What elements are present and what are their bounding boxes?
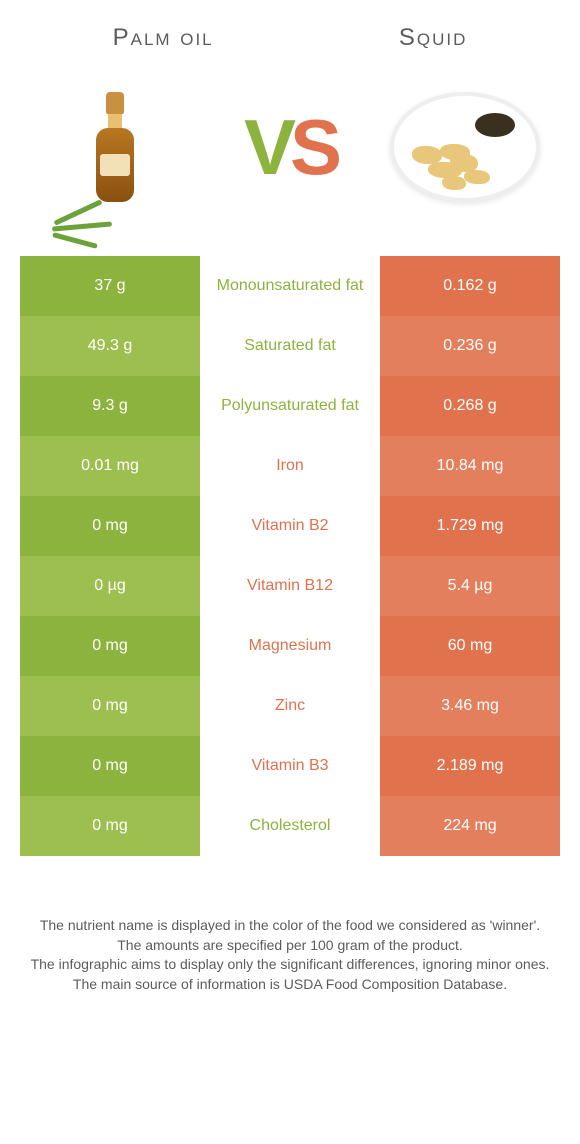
right-value-cell: 60 mg (380, 616, 560, 676)
left-value-cell: 0 mg (20, 676, 200, 736)
nutrient-name-cell: Cholesterol (200, 796, 380, 856)
footer-line: The amounts are specified per 100 gram o… (30, 936, 550, 956)
table-row: 0 mgVitamin B32.189 mg (20, 736, 560, 796)
right-value-cell: 0.236 g (380, 316, 560, 376)
nutrient-name-cell: Iron (200, 436, 380, 496)
left-value-cell: 9.3 g (20, 376, 200, 436)
left-value-cell: 37 g (20, 256, 200, 316)
right-value-cell: 3.46 mg (380, 676, 560, 736)
table-row: 49.3 gSaturated fat0.236 g (20, 316, 560, 376)
footer-line: The infographic aims to display only the… (30, 955, 550, 975)
right-value-cell: 5.4 µg (380, 556, 560, 616)
footer-notes: The nutrient name is displayed in the co… (0, 856, 580, 994)
comparison-table: 37 gMonounsaturated fat0.162 g49.3 gSatu… (20, 256, 560, 856)
table-row: 0 mgZinc3.46 mg (20, 676, 560, 736)
right-food-title: Squid (399, 24, 468, 52)
header: Palm oil Squid (0, 0, 580, 62)
table-row: 0 µgVitamin B125.4 µg (20, 556, 560, 616)
left-value-cell: 0.01 mg (20, 436, 200, 496)
images-row: VS (0, 62, 580, 256)
left-value-cell: 0 mg (20, 496, 200, 556)
table-row: 37 gMonounsaturated fat0.162 g (20, 256, 560, 316)
footer-line: The nutrient name is displayed in the co… (30, 916, 550, 936)
left-value-cell: 0 mg (20, 796, 200, 856)
right-value-cell: 0.162 g (380, 256, 560, 316)
right-value-cell: 1.729 mg (380, 496, 560, 556)
nutrient-name-cell: Vitamin B12 (200, 556, 380, 616)
left-food-image (30, 62, 200, 232)
vs-label: VS (244, 102, 336, 193)
table-row: 0 mgCholesterol224 mg (20, 796, 560, 856)
table-row: 0 mgMagnesium60 mg (20, 616, 560, 676)
nutrient-name-cell: Saturated fat (200, 316, 380, 376)
right-value-cell: 0.268 g (380, 376, 560, 436)
table-row: 9.3 gPolyunsaturated fat0.268 g (20, 376, 560, 436)
nutrient-name-cell: Zinc (200, 676, 380, 736)
right-value-cell: 224 mg (380, 796, 560, 856)
right-value-cell: 10.84 mg (380, 436, 560, 496)
footer-line: The main source of information is USDA F… (30, 975, 550, 995)
left-value-cell: 49.3 g (20, 316, 200, 376)
squid-plate-icon (390, 92, 540, 202)
left-value-cell: 0 µg (20, 556, 200, 616)
nutrient-name-cell: Monounsaturated fat (200, 256, 380, 316)
left-value-cell: 0 mg (20, 736, 200, 796)
nutrient-name-cell: Polyunsaturated fat (200, 376, 380, 436)
left-value-cell: 0 mg (20, 616, 200, 676)
right-value-cell: 2.189 mg (380, 736, 560, 796)
table-row: 0.01 mgIron10.84 mg (20, 436, 560, 496)
table-row: 0 mgVitamin B21.729 mg (20, 496, 560, 556)
nutrient-name-cell: Magnesium (200, 616, 380, 676)
left-food-title: Palm oil (113, 24, 214, 52)
nutrient-name-cell: Vitamin B3 (200, 736, 380, 796)
oil-bottle-icon (96, 92, 134, 202)
right-food-image (380, 62, 550, 232)
nutrient-name-cell: Vitamin B2 (200, 496, 380, 556)
